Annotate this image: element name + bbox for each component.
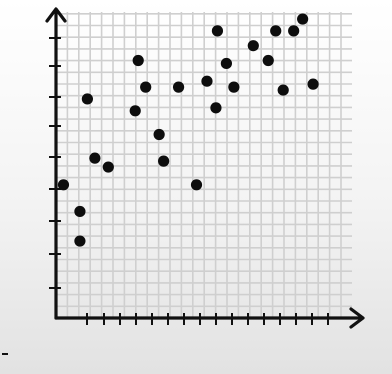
data-point	[220, 57, 232, 70]
data-point	[172, 81, 185, 93]
data-point	[201, 75, 213, 87]
grid-lines	[56, 12, 352, 318]
data-point	[307, 78, 319, 90]
data-point	[210, 102, 222, 114]
data-point	[57, 179, 70, 191]
data-point	[74, 205, 86, 218]
data-point	[89, 152, 101, 164]
data-point	[102, 161, 114, 173]
data-point	[190, 179, 203, 191]
data-point	[81, 93, 93, 105]
axis-ticks	[49, 37, 329, 325]
data-point	[153, 128, 165, 141]
data-point	[228, 81, 240, 93]
data-point	[158, 155, 170, 167]
data-point	[247, 40, 259, 52]
corner-dash-mark	[2, 353, 8, 355]
data-point	[140, 81, 152, 93]
data-point	[277, 84, 289, 96]
x-axis-arrow	[349, 307, 365, 329]
data-points	[57, 13, 319, 247]
data-point	[288, 25, 300, 37]
data-point	[297, 13, 309, 25]
data-point	[129, 105, 141, 117]
data-point	[211, 25, 224, 37]
data-point	[262, 54, 274, 67]
y-axis-arrow	[45, 7, 67, 23]
data-point	[132, 54, 144, 67]
data-point	[270, 25, 282, 37]
data-point	[74, 235, 86, 247]
